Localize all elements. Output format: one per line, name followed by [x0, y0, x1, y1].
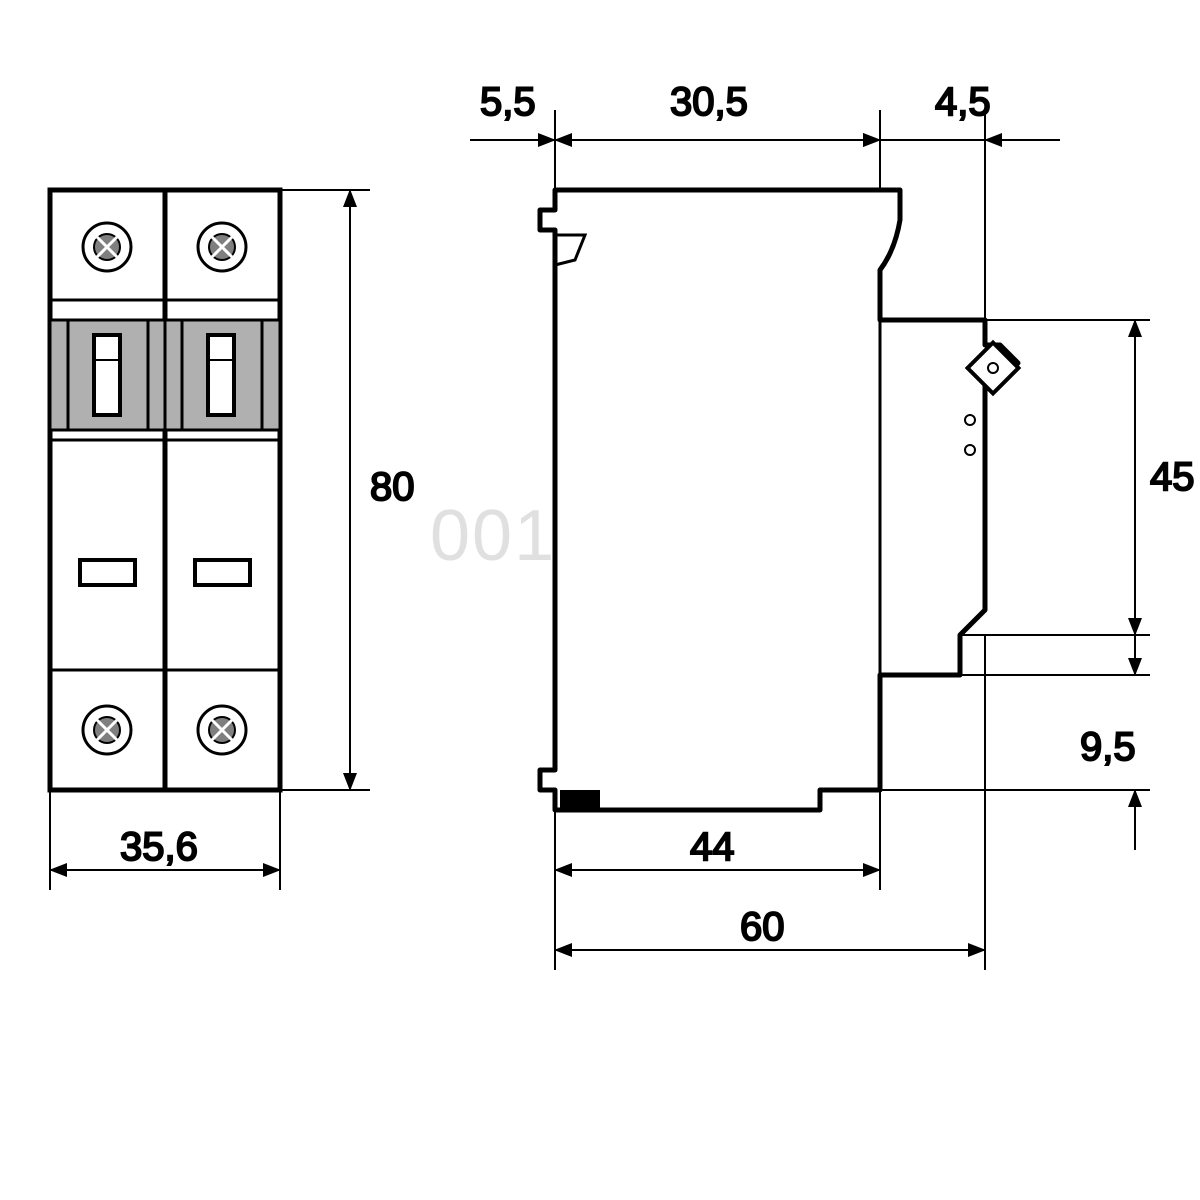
dim-60: 60 [740, 905, 785, 949]
dim-44: 44 [690, 825, 735, 869]
dim-9-5: 9,5 [1080, 725, 1136, 769]
dim-30-5: 30,5 [670, 80, 748, 124]
screw-bl [83, 706, 131, 754]
dim-4-5: 4,5 [935, 80, 991, 124]
dim-5-5: 5,5 [480, 80, 536, 124]
dim-35-6: 35,6 [120, 825, 198, 869]
side-view [540, 190, 1018, 810]
dim-80: 80 [370, 465, 415, 509]
screw-tr [198, 223, 246, 271]
technical-drawing: 001.com.ua [0, 0, 1200, 1200]
screw-tl [83, 223, 131, 271]
screw-br [198, 706, 246, 754]
front-view [50, 190, 280, 790]
dim-45: 45 [1150, 455, 1195, 499]
